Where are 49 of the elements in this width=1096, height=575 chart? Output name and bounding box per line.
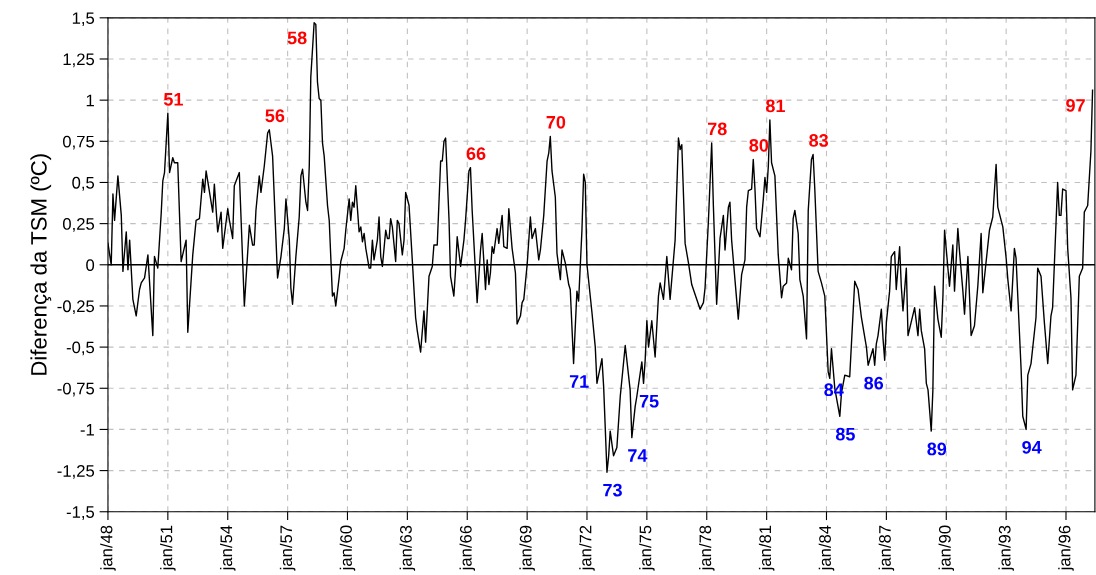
y-tick-label: -1,5 [66, 506, 95, 520]
annotation: 70 [546, 115, 566, 129]
x-tick-label: jan/48 [100, 525, 116, 571]
annotation: 51 [163, 93, 183, 106]
y-tick-label: 0,25 [62, 218, 95, 232]
x-tick-label: jan/75 [639, 525, 655, 571]
x-tick-label: jan/63 [399, 525, 416, 571]
y-tick-label: -0,75 [57, 382, 95, 397]
y-tick-label: -1 [80, 424, 94, 436]
y-tick-label: 1 [86, 94, 94, 107]
y-tick-label: 1,5 [72, 12, 95, 26]
annotation: 83 [809, 134, 829, 147]
annotation: 78 [707, 122, 727, 136]
x-tick-label: jan/60 [339, 525, 356, 571]
annotation: 86 [864, 376, 884, 390]
y-tick-label: -1,25 [57, 464, 95, 479]
annotation: 56 [265, 109, 285, 123]
x-tick-label: jan/78 [698, 525, 715, 571]
annotation: 73 [603, 483, 622, 497]
annotation: 97 [1066, 99, 1085, 112]
x-tick-label: jan/72 [579, 525, 595, 571]
y-tick-label: -0,5 [66, 341, 95, 356]
annotation: 94 [1022, 440, 1042, 454]
y-tick-label: 1,25 [63, 53, 95, 68]
y-tick-label: 0,75 [62, 135, 95, 150]
y-tick-label: -0,25 [57, 300, 95, 315]
annotation: 71 [569, 375, 589, 388]
x-tick-label: jan/87 [878, 525, 895, 571]
y-tick-label: 0 [86, 259, 95, 271]
x-tick-label: jan/69 [519, 525, 535, 571]
x-tick-label: jan/96 [1058, 525, 1074, 571]
x-tick-label: jan/93 [998, 525, 1014, 571]
y-axis-title: Diferença da TSM (ºC) [30, 154, 52, 375]
annotation: 80 [749, 138, 769, 152]
annotation: 81 [765, 99, 785, 113]
annotation: 66 [466, 147, 486, 160]
x-tick-label: jan/90 [938, 525, 955, 571]
x-tick-label: jan/66 [459, 525, 476, 571]
annotation: 58 [287, 31, 307, 45]
annotation: 89 [927, 442, 947, 456]
x-tick-label: jan/57 [279, 525, 296, 571]
annotation: 75 [639, 395, 659, 408]
x-tick-label: jan/81 [758, 525, 775, 571]
annotation: 85 [835, 427, 855, 441]
x-tick-label: jan/84 [818, 525, 835, 571]
x-tick-label: jan/54 [219, 525, 236, 571]
annotation: 74 [628, 449, 648, 462]
x-tick-label: jan/51 [160, 525, 176, 571]
y-tick-label: 0,5 [72, 176, 95, 191]
